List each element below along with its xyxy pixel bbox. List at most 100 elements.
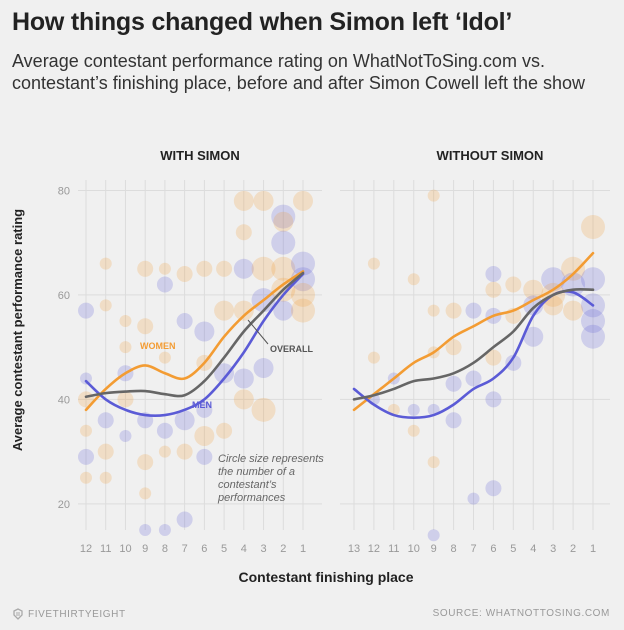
data-circle-women bbox=[176, 266, 193, 283]
data-circle-women bbox=[367, 351, 380, 364]
footer-source: SOURCE: WHATNOTTOSING.COM bbox=[432, 608, 610, 619]
data-circle-women bbox=[214, 300, 235, 321]
x-tick-label: 7 bbox=[470, 543, 476, 555]
y-tick-label: 40 bbox=[58, 394, 70, 406]
data-circle-men bbox=[485, 266, 502, 283]
chart-subtitle: Average contestant performance rating on… bbox=[12, 51, 585, 93]
series-line-women bbox=[352, 251, 595, 412]
data-circle-women bbox=[99, 257, 112, 270]
x-tick-label: 1 bbox=[300, 543, 306, 555]
data-circle-women bbox=[271, 256, 296, 281]
data-circle-men bbox=[271, 230, 296, 255]
series-line-overall bbox=[84, 271, 305, 399]
x-tick-label: 6 bbox=[201, 543, 207, 555]
x-tick-label: 12 bbox=[80, 543, 92, 555]
data-circle-men bbox=[80, 372, 92, 385]
data-circle-women bbox=[158, 445, 171, 458]
data-circle-men bbox=[523, 326, 544, 347]
data-circle-women bbox=[427, 189, 440, 202]
data-circle-women bbox=[99, 299, 112, 312]
data-circle-women bbox=[427, 304, 440, 317]
data-circle-women bbox=[367, 257, 380, 270]
x-tick-label: 5 bbox=[221, 543, 227, 555]
data-circle-women bbox=[158, 262, 171, 275]
data-circle-women bbox=[233, 389, 254, 410]
data-circle-women bbox=[119, 341, 132, 354]
y-tick-label: 80 bbox=[58, 185, 70, 197]
x-tick-label: 9 bbox=[431, 543, 437, 555]
annotation-line: the number of a bbox=[218, 466, 295, 478]
data-circle-women bbox=[293, 190, 313, 211]
data-circle-men bbox=[158, 524, 171, 536]
data-circle-women bbox=[119, 315, 132, 328]
panel-title-1: WITHOUT SIMON bbox=[437, 148, 544, 163]
data-circle-men bbox=[78, 448, 94, 465]
overall-label-leader bbox=[247, 319, 269, 345]
data-circle-women bbox=[99, 471, 112, 484]
data-circle-men bbox=[467, 492, 480, 505]
data-circle-men bbox=[156, 276, 173, 293]
x-tick-label: 4 bbox=[530, 543, 536, 555]
data-circle-men bbox=[214, 363, 235, 384]
x-tick-label: 8 bbox=[162, 543, 168, 555]
data-circle-women bbox=[139, 487, 152, 500]
series-line-overall bbox=[352, 288, 595, 401]
x-axis-label: Contestant finishing place bbox=[238, 569, 413, 585]
series-line-women bbox=[84, 270, 305, 412]
text-layer: Average contestant performance rating Con… bbox=[10, 148, 596, 585]
data-circle-men bbox=[253, 358, 274, 379]
x-tick-label: 11 bbox=[100, 543, 111, 555]
data-circle-women bbox=[561, 256, 586, 281]
x-tick-label: 11 bbox=[388, 543, 399, 555]
grid-layer bbox=[78, 180, 610, 530]
y-tick-label: 20 bbox=[58, 499, 70, 511]
data-circle-men bbox=[465, 370, 482, 387]
data-circle-women bbox=[216, 422, 233, 439]
data-circle-women bbox=[137, 318, 154, 335]
data-circle-men bbox=[156, 422, 173, 439]
x-tick-label: 3 bbox=[260, 543, 266, 555]
data-circle-women bbox=[563, 300, 584, 321]
data-circle-women bbox=[80, 471, 92, 484]
x-tick-label: 5 bbox=[510, 543, 516, 555]
annotation-line: contestant’s bbox=[218, 479, 277, 491]
data-circle-women bbox=[291, 282, 315, 307]
chart-title: How things changed when Simon left ‘Idol… bbox=[12, 8, 513, 36]
data-circle-men bbox=[465, 302, 482, 319]
fivethirtyeight-logo-icon bbox=[13, 608, 23, 620]
data-circle-women bbox=[427, 456, 440, 469]
data-circle-men bbox=[78, 302, 94, 319]
data-circle-men bbox=[139, 524, 152, 536]
x-tick-label: 10 bbox=[408, 543, 420, 555]
series-line-men bbox=[84, 272, 305, 418]
annotation-line: Circle size represents bbox=[218, 453, 324, 465]
data-circle-women bbox=[581, 215, 605, 240]
line-layer bbox=[84, 251, 595, 419]
data-circle-women bbox=[196, 260, 213, 277]
x-tick-label: 2 bbox=[570, 543, 576, 555]
data-circle-women bbox=[505, 276, 522, 293]
data-circle-women bbox=[251, 256, 276, 281]
data-circle-men bbox=[233, 368, 254, 389]
data-circle-women bbox=[445, 339, 462, 356]
x-tick-label: 1 bbox=[590, 543, 596, 555]
x-tick-label: 13 bbox=[348, 543, 360, 555]
data-circle-women bbox=[233, 300, 254, 321]
data-circle-men bbox=[176, 511, 193, 528]
data-circle-women bbox=[485, 281, 502, 298]
series-label-men: MEN bbox=[192, 400, 212, 410]
data-circle-men bbox=[445, 375, 462, 392]
data-circle-women bbox=[80, 424, 92, 437]
x-tick-label: 4 bbox=[241, 543, 247, 555]
x-tick-label: 3 bbox=[550, 543, 556, 555]
data-circle-women bbox=[291, 298, 315, 323]
data-circle-women bbox=[445, 302, 462, 319]
data-circle-men bbox=[233, 258, 254, 279]
data-circle-men bbox=[445, 412, 462, 429]
data-circle-men bbox=[407, 403, 420, 416]
data-circle-women bbox=[235, 224, 252, 241]
data-circle-men bbox=[291, 267, 315, 292]
data-circle-women bbox=[194, 425, 215, 446]
data-circle-women bbox=[523, 279, 544, 300]
